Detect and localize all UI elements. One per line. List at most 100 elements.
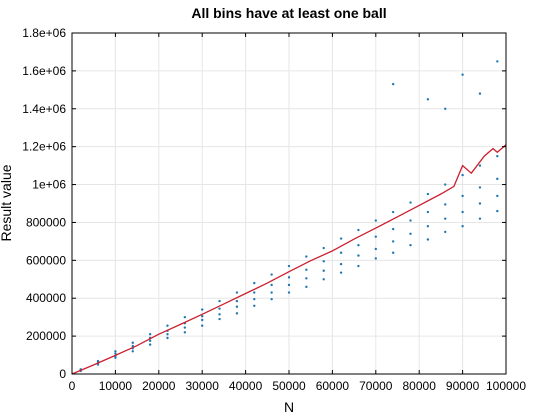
scatter-point [339, 251, 343, 254]
scatter-point [409, 201, 412, 204]
scatter-point [357, 264, 360, 268]
scatter-point [114, 350, 117, 353]
scatter-point [409, 243, 412, 247]
scatter-point [305, 255, 308, 258]
scatter-point [426, 192, 430, 196]
scatter-point [339, 271, 343, 274]
scatter-point [96, 359, 100, 363]
scatter-point [148, 339, 152, 343]
scatter-point [131, 344, 134, 348]
x-tick-label: 40000 [229, 379, 263, 393]
scatter-point [270, 273, 273, 276]
scatter-point [461, 73, 464, 76]
y-tick-label: 1.6e+06 [22, 64, 66, 78]
scatter-point [444, 183, 447, 186]
x-tick-label: 20000 [142, 379, 176, 393]
y-tick-label: 1.2e+06 [22, 140, 66, 154]
scatter-point [270, 297, 273, 301]
scatter-point [235, 312, 239, 315]
scatter-point [183, 315, 187, 319]
scatter-point [461, 173, 464, 177]
scatter-point [322, 260, 325, 263]
y-tick-label: 800000 [26, 215, 66, 229]
y-tick-label: 600000 [26, 253, 66, 267]
scatter-point [461, 210, 464, 214]
scatter-point [201, 318, 204, 322]
scatter-point [305, 277, 308, 280]
scatter-point [235, 299, 239, 303]
scatter-point [270, 291, 273, 294]
scatter-point [426, 225, 430, 228]
scatter-point [166, 333, 169, 336]
scatter-point [339, 262, 343, 266]
scatter-point [270, 283, 273, 287]
scatter-point [496, 60, 499, 63]
scatter-point [444, 107, 447, 110]
scatter-point [166, 336, 169, 340]
scatter-point [478, 202, 482, 205]
x-tick-label: 0 [69, 379, 76, 393]
scatter-point [496, 209, 499, 213]
scatter-point [391, 210, 395, 214]
scatter-point [287, 276, 291, 279]
scatter-point [305, 285, 308, 289]
scatter-point [478, 217, 482, 220]
axis-ticks: 0 10000 20000 30000 40000 50000 60000 70000 8000… [22, 26, 526, 393]
scatter-point [253, 291, 256, 294]
scatter-point [322, 269, 325, 272]
x-tick-label: 100000 [486, 379, 526, 393]
y-tick-label: 400000 [26, 291, 66, 305]
mean-line-series [71, 144, 507, 375]
x-tick-label: 10000 [99, 379, 133, 393]
scatter-point [322, 246, 325, 250]
scatter-point [131, 350, 134, 353]
scatter-point [357, 243, 360, 247]
scatter-point [409, 219, 412, 222]
scatter-point [166, 324, 169, 327]
scatter-point [391, 251, 395, 254]
y-tick-label: 1.4e+06 [22, 102, 66, 116]
scatter-point [496, 194, 499, 198]
scatter-point [148, 333, 152, 336]
scatter-point [374, 247, 377, 251]
scatter-point [287, 291, 291, 294]
mean-line [71, 144, 507, 375]
scatter-point [201, 324, 204, 327]
scatter-point [478, 92, 482, 95]
y-tick-label: 1.8e+06 [22, 26, 66, 40]
scatter-point [478, 164, 482, 167]
x-tick-label: 60000 [316, 379, 350, 393]
chart-title: All bins have at least one ball [191, 5, 386, 21]
scatter-point [496, 177, 499, 181]
scatter-point [426, 210, 430, 214]
scatter-point [201, 308, 204, 311]
scatter-point [148, 343, 152, 346]
y-tick-label: 0 [59, 367, 66, 381]
scatter-point [114, 356, 117, 359]
scatter-point [218, 299, 221, 303]
scatter-point [183, 326, 187, 329]
scatter-point [374, 219, 377, 222]
scatter-point [461, 225, 464, 228]
x-tick-label: 50000 [272, 379, 306, 393]
scatter-point [374, 257, 377, 260]
x-axis-label: N [284, 399, 294, 415]
scatter-point [357, 228, 360, 232]
x-tick-label: 80000 [403, 379, 437, 393]
scatter-point [253, 297, 256, 301]
y-axis-label: Result value [0, 164, 14, 241]
scatter-point [374, 235, 377, 238]
scatter-point [357, 254, 360, 257]
scatter-point [478, 186, 482, 189]
scatter-point [339, 237, 343, 240]
scatter-point [444, 230, 447, 234]
scatter-point [253, 304, 256, 307]
x-tick-label: 70000 [359, 379, 393, 393]
scatter-point [496, 154, 499, 158]
scatter-point [444, 217, 447, 220]
scatter-point [183, 331, 187, 334]
x-tick-label: 30000 [186, 379, 220, 393]
y-tick-label: 1e+06 [32, 178, 66, 192]
scatter-point [391, 82, 395, 86]
